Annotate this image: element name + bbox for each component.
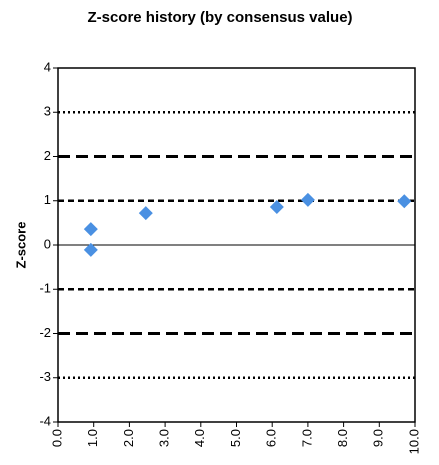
data-point (300, 192, 315, 207)
data-point (138, 206, 153, 221)
y-tick-label: -2 (39, 325, 51, 340)
y-tick-label: 0 (44, 236, 51, 251)
x-tick-label: 7.0 (299, 429, 314, 447)
y-tick-label: 3 (44, 104, 51, 119)
x-tick-label: 4.0 (192, 429, 207, 447)
y-tick-label: -1 (39, 281, 51, 296)
y-tick-label: 1 (44, 192, 51, 207)
x-tick-label: 1.0 (85, 429, 100, 447)
data-point (83, 242, 98, 257)
y-axis-label: Z-score (13, 222, 28, 269)
y-tick-label: -4 (39, 413, 51, 428)
data-point (269, 199, 284, 214)
x-tick-label: 9.0 (371, 429, 386, 447)
x-tick-label: 3.0 (157, 429, 172, 447)
x-tick-label: 2.0 (121, 429, 136, 447)
chart-title: Z-score history (by consensus value) (87, 9, 352, 26)
y-tick-label: 2 (44, 148, 51, 163)
data-point (397, 194, 412, 209)
x-tick-label: 0.0 (49, 429, 64, 447)
x-tick-label: 10.0 (406, 429, 421, 454)
x-tick-label: 6.0 (264, 429, 279, 447)
data-point (83, 222, 98, 237)
y-tick-label: 4 (44, 59, 51, 74)
x-tick-label: 5.0 (228, 429, 243, 447)
y-tick-label: -3 (39, 369, 51, 384)
x-tick-label: 8.0 (335, 429, 350, 447)
